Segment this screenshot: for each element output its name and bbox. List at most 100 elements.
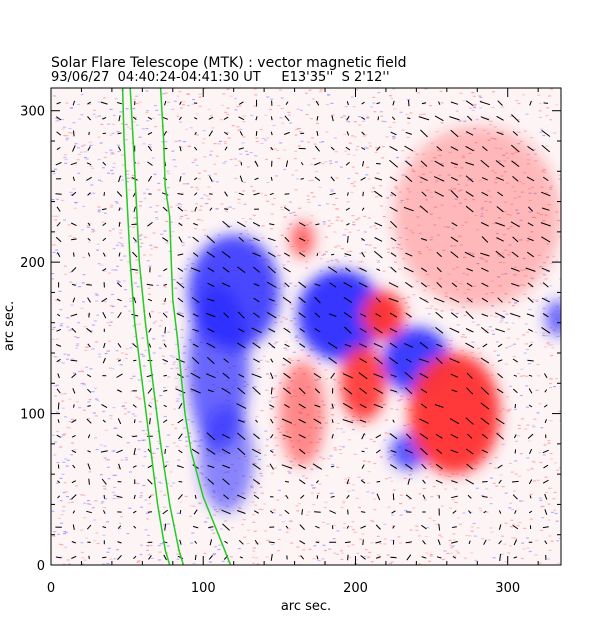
noise-speck	[351, 544, 355, 546]
field-vector	[284, 206, 290, 212]
noise-speck	[76, 147, 80, 149]
noise-speck	[294, 336, 298, 338]
noise-speck	[141, 430, 145, 432]
noise-speck	[288, 358, 292, 360]
noise-speck	[441, 558, 445, 561]
noise-speck	[293, 323, 297, 325]
noise-speck	[143, 236, 147, 238]
noise-speck	[113, 494, 117, 496]
field-vector	[132, 435, 138, 438]
noise-speck	[324, 422, 328, 424]
noise-speck	[80, 114, 84, 116]
noise-speck	[525, 375, 529, 377]
noise-speck	[202, 229, 206, 231]
noise-speck	[449, 348, 453, 350]
field-vector	[116, 495, 123, 498]
noise-speck	[367, 461, 371, 463]
field-vector	[373, 373, 384, 379]
noise-speck	[97, 101, 101, 103]
noise-speck	[405, 113, 409, 115]
noise-speck	[478, 95, 482, 97]
noise-speck	[390, 195, 394, 197]
field-vector	[528, 404, 533, 408]
noise-speck	[109, 418, 113, 420]
field-vector	[269, 449, 274, 453]
noise-speck	[479, 96, 483, 98]
noise-speck	[143, 254, 147, 256]
noise-speck	[356, 266, 360, 268]
field-vector	[419, 297, 429, 303]
field-vector	[433, 176, 445, 182]
noise-speck	[377, 557, 381, 559]
noise-speck	[102, 410, 106, 413]
noise-speck	[56, 461, 60, 464]
noise-speck	[290, 359, 294, 361]
field-vector	[298, 479, 306, 485]
noise-speck	[428, 517, 432, 519]
noise-speck	[159, 490, 163, 492]
noise-speck	[167, 331, 171, 333]
noise-speck	[260, 492, 264, 494]
noise-speck	[210, 115, 213, 117]
noise-speck	[549, 285, 553, 287]
field-vector	[404, 371, 414, 380]
noise-speck	[181, 244, 185, 246]
noise-speck	[195, 134, 199, 136]
noise-speck	[242, 519, 246, 521]
noise-speck	[391, 247, 395, 249]
noise-speck	[84, 349, 88, 351]
noise-speck	[390, 480, 394, 482]
noise-speck	[376, 535, 380, 537]
noise-speck	[525, 385, 529, 387]
noise-speck	[56, 338, 60, 340]
field-vector	[330, 372, 336, 379]
noise-speck	[59, 436, 63, 438]
noise-speck	[293, 214, 297, 216]
noise-speck	[489, 462, 492, 465]
field-vector	[361, 131, 365, 136]
field-vector	[176, 465, 184, 469]
field-vector	[192, 313, 199, 317]
y-axis-label: arc sec.	[2, 301, 17, 351]
field-vector	[268, 328, 276, 333]
noise-speck	[305, 261, 309, 263]
noise-speck	[185, 440, 189, 442]
polarity-region-positive	[279, 360, 326, 467]
field-vector	[512, 236, 519, 243]
noise-speck	[190, 210, 194, 212]
noise-speck	[125, 170, 129, 172]
noise-speck	[158, 325, 162, 327]
noise-speck	[187, 258, 191, 260]
noise-speck	[520, 418, 524, 420]
noise-speck	[501, 443, 505, 446]
noise-speck	[52, 326, 56, 329]
noise-speck	[311, 98, 315, 100]
noise-speck	[128, 507, 132, 509]
noise-speck	[55, 198, 59, 200]
noise-speck	[514, 302, 517, 304]
noise-speck	[332, 404, 336, 406]
field-vector	[72, 176, 75, 182]
noise-speck	[178, 312, 182, 314]
field-vector	[450, 176, 458, 181]
field-vector	[253, 358, 260, 363]
chart-title: Solar Flare Telescope (MTK) : vector mag…	[51, 55, 407, 71]
noise-speck	[429, 307, 433, 309]
field-vector	[436, 343, 443, 348]
noise-speck	[148, 265, 152, 267]
noise-speck	[305, 477, 309, 479]
noise-speck	[478, 507, 482, 509]
noise-speck	[169, 471, 173, 473]
noise-speck	[272, 388, 276, 390]
noise-speck	[347, 545, 351, 547]
field-vector	[100, 101, 108, 105]
noise-speck	[63, 219, 66, 221]
noise-speck	[475, 119, 479, 121]
noise-speck	[254, 557, 258, 559]
noise-speck	[489, 527, 493, 529]
field-vector	[208, 130, 214, 137]
noise-speck	[288, 520, 292, 522]
noise-speck	[292, 351, 296, 353]
noise-speck	[504, 363, 508, 365]
field-vector	[282, 434, 292, 439]
